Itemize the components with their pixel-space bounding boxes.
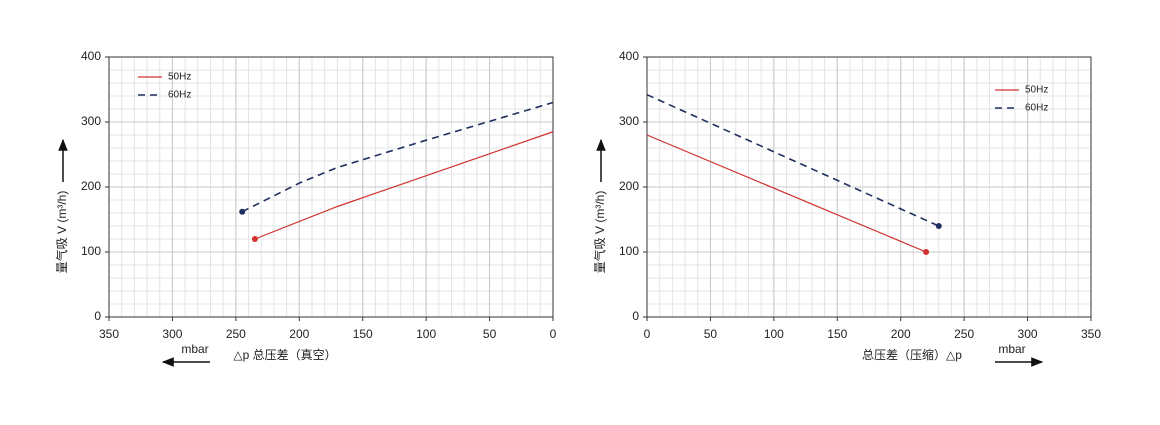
y-tick-label: 0 [94, 309, 101, 323]
y-tick-label: 400 [619, 49, 639, 63]
y-tick-label: 300 [81, 114, 101, 128]
y-tick-label: 100 [81, 244, 101, 258]
series-line [646, 134, 927, 253]
x-tick-label: 50 [704, 327, 718, 341]
legend-label: 50Hz [168, 72, 191, 83]
x-tick-label: 300 [162, 327, 182, 341]
x-tick-label: 350 [99, 327, 119, 341]
end-marker [923, 249, 930, 255]
x-tick-label: 0 [644, 327, 651, 341]
x-tick-label: 100 [764, 327, 784, 341]
y-tick-label: 200 [81, 179, 101, 193]
x-tick-label: 50 [483, 327, 497, 341]
x-tick-label: 200 [289, 327, 309, 341]
x-tick-label: 150 [827, 327, 847, 341]
y-tick-label: 400 [81, 49, 101, 63]
end-marker [239, 208, 246, 215]
unit-label: mbar [998, 342, 1025, 356]
y-tick-label: 100 [619, 244, 639, 258]
legend-label: 60Hz [168, 90, 191, 101]
y-tick-label: 200 [619, 179, 639, 193]
x-tick-label: 100 [416, 327, 436, 341]
series-line [646, 93, 940, 227]
series-line [241, 101, 554, 213]
end-marker [251, 236, 258, 242]
y-axis-label: 量气吸 V (m³/h) [592, 191, 607, 274]
x-tick-label: 300 [1018, 327, 1038, 341]
end-marker [935, 223, 942, 229]
x-axis-label: △p 总压差（真空） [233, 348, 336, 362]
y-axis-label: 量气吸 V (m³/h) [54, 191, 69, 274]
x-tick-label: 0 [550, 327, 557, 341]
series-line [254, 131, 554, 240]
y-tick-label: 300 [619, 114, 639, 128]
x-tick-label: 200 [891, 327, 911, 341]
x-tick-label: 250 [954, 327, 974, 341]
x-tick-label: 250 [226, 327, 246, 341]
x-axis-label: 总压差（压缩）△p [862, 347, 962, 362]
x-tick-label: 150 [353, 327, 373, 341]
unit-label: mbar [181, 342, 208, 356]
legend-label: 60Hz [1025, 103, 1048, 114]
x-tick-label: 350 [1081, 327, 1101, 341]
plot-frame [108, 56, 554, 318]
legend-label: 50Hz [1025, 85, 1048, 96]
y-tick-label: 0 [632, 309, 639, 323]
plot-frame [646, 56, 1092, 318]
